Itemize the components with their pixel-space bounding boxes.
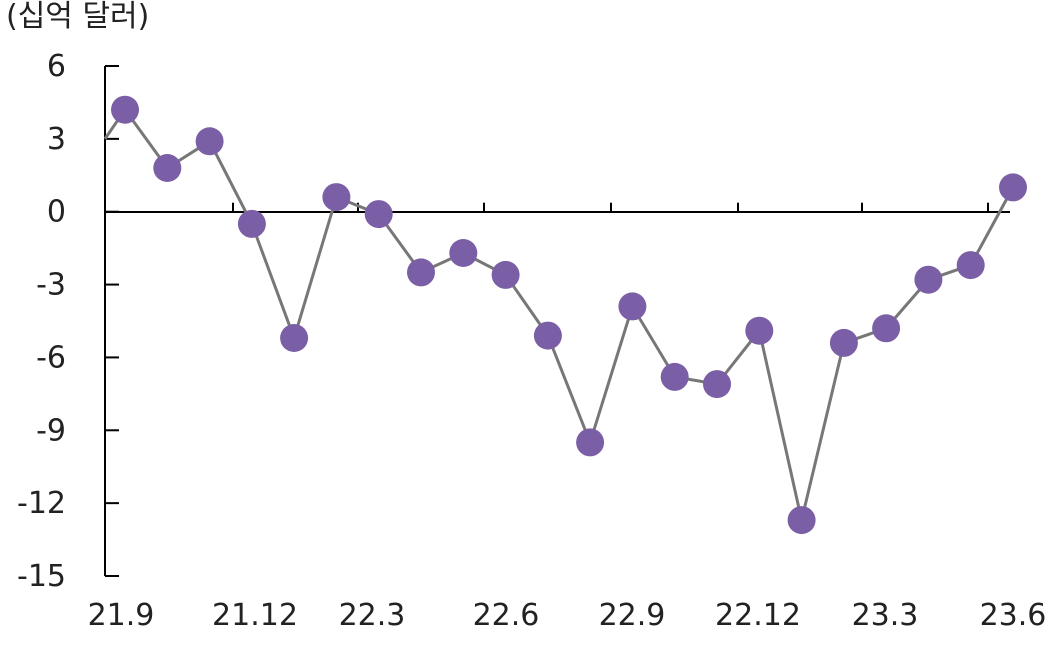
x-ticks: 21.9 21.12 22.3 22.6 22.9 22.12 23.3 23.6 [88,202,1047,633]
data-point [872,314,901,343]
y-tick-label: 3 [47,122,66,157]
y-tick-label: -6 [36,340,66,375]
series-line [103,107,1015,521]
x-tick-label: 21.12 [212,598,298,633]
data-point [703,370,731,399]
y-ticks: 6 3 0 -3 -6 -9 -12 -15 [17,49,119,594]
data-point [449,239,478,267]
y-tick-label: -3 [36,268,66,303]
data-point [914,265,943,294]
x-tick-label: 21.9 [88,598,155,633]
data-point [237,209,266,238]
data-point [956,251,985,280]
data-point [111,95,139,124]
x-tick-label: 22.3 [339,598,406,633]
y-tick-label: -9 [36,413,66,448]
data-point [322,183,351,212]
data-point [787,506,816,535]
data-point [364,200,393,229]
x-tick-label: 22.9 [599,598,666,633]
data-point [491,260,520,289]
data-point [999,173,1027,202]
data-point [280,324,309,352]
data-point [745,316,774,345]
x-tick-label: 22.12 [715,598,801,633]
data-point [195,127,224,156]
data-point [533,321,562,350]
data-point [407,258,435,287]
data-point [618,292,647,321]
y-axis-unit-label: (십억 달러) [6,0,149,34]
data-point [660,362,689,391]
x-tick-label: 23.6 [980,598,1047,633]
x-tick-label: 23.3 [852,598,919,633]
data-point [576,428,605,457]
y-tick-label: 0 [47,195,66,230]
series-layer [103,95,1027,535]
x-tick-label: 22.6 [473,598,540,633]
y-tick-label: 6 [47,49,66,84]
y-tick-label: -12 [17,486,66,521]
y-tick-label: -15 [17,559,66,594]
data-point [153,154,182,182]
data-point [829,328,858,357]
